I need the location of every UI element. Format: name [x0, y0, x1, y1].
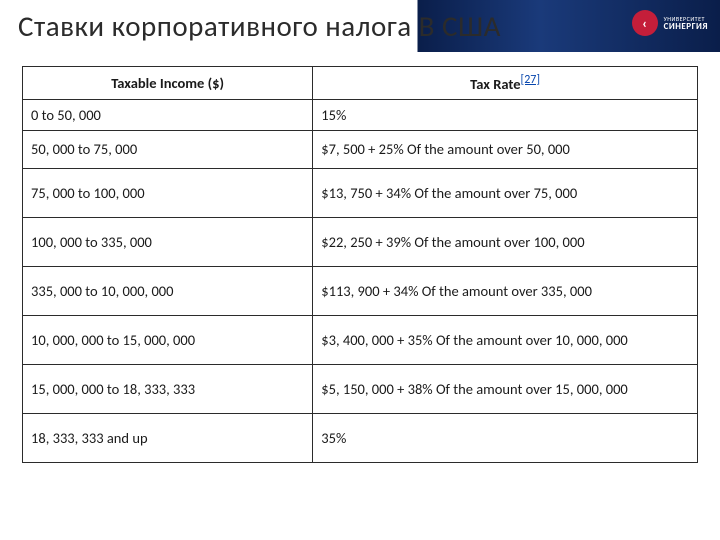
cell-income: 50, 000 to 75, 000: [23, 130, 313, 168]
table-row: 335, 000 to 10, 000, 000 $113, 900 + 34%…: [23, 266, 698, 315]
logo: ‹ УНИВЕРСИТЕТ СИНЕРГИЯ: [632, 10, 708, 36]
cell-income: 15, 000, 000 to 18, 333, 333: [23, 364, 313, 413]
col-header-income: Taxable Income ($): [23, 67, 313, 100]
cell-rate: 15%: [313, 99, 698, 130]
col-header-rate: Tax Rate[27]: [313, 67, 698, 100]
cell-rate: $22, 250 + 39% Of the amount over 100, 0…: [313, 217, 698, 266]
table-row: 50, 000 to 75, 000 $7, 500 + 25% Of the …: [23, 130, 698, 168]
cell-income: 75, 000 to 100, 000: [23, 168, 313, 217]
table-row: 10, 000, 000 to 15, 000, 000 $3, 400, 00…: [23, 315, 698, 364]
table-row: 18, 333, 333 and up 35%: [23, 413, 698, 462]
logo-symbol: ‹: [642, 15, 647, 32]
table-row: 15, 000, 000 to 18, 333, 333 $5, 150, 00…: [23, 364, 698, 413]
table-container: Taxable Income ($) Tax Rate[27] 0 to 50,…: [0, 52, 720, 463]
reference-link[interactable]: [27]: [521, 73, 541, 87]
cell-income: 100, 000 to 335, 000: [23, 217, 313, 266]
table-header-row: Taxable Income ($) Tax Rate[27]: [23, 67, 698, 100]
table-row: 75, 000 to 100, 000 $13, 750 + 34% Of th…: [23, 168, 698, 217]
cell-rate: $13, 750 + 34% Of the amount over 75, 00…: [313, 168, 698, 217]
logo-text-bottom: СИНЕРГИЯ: [664, 22, 708, 31]
cell-rate: 35%: [313, 413, 698, 462]
logo-badge: ‹: [632, 10, 658, 36]
cell-rate: $5, 150, 000 + 38% Of the amount over 15…: [313, 364, 698, 413]
cell-income: 10, 000, 000 to 15, 000, 000: [23, 315, 313, 364]
logo-text: УНИВЕРСИТЕТ СИНЕРГИЯ: [664, 16, 708, 31]
cell-rate: $113, 900 + 34% Of the amount over 335, …: [313, 266, 698, 315]
cell-rate: $7, 500 + 25% Of the amount over 50, 000: [313, 130, 698, 168]
col-header-rate-text: Tax Rate: [470, 75, 520, 93]
slide-title: Ставки корпоративного налога В США: [18, 8, 501, 44]
table-row: 100, 000 to 335, 000 $22, 250 + 39% Of t…: [23, 217, 698, 266]
slide-header: Ставки корпоративного налога В США ‹ УНИ…: [0, 0, 720, 52]
cell-rate: $3, 400, 000 + 35% Of the amount over 10…: [313, 315, 698, 364]
cell-income: 18, 333, 333 and up: [23, 413, 313, 462]
table-row: 0 to 50, 000 15%: [23, 99, 698, 130]
tax-table: Taxable Income ($) Tax Rate[27] 0 to 50,…: [22, 66, 698, 463]
cell-income: 0 to 50, 000: [23, 99, 313, 130]
cell-income: 335, 000 to 10, 000, 000: [23, 266, 313, 315]
